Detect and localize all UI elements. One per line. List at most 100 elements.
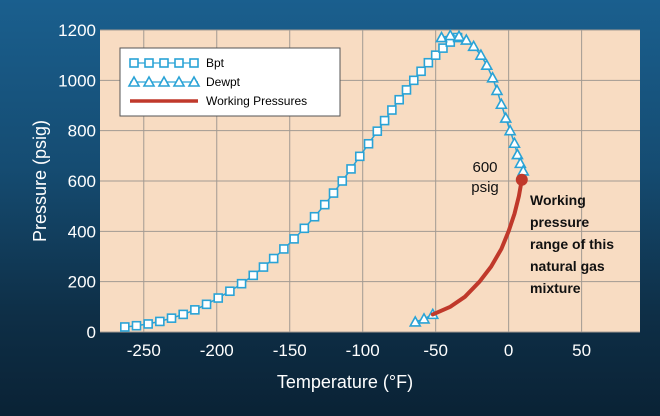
legend-label: Working Pressures	[206, 94, 307, 108]
bpt-point	[131, 320, 142, 331]
y-tick-label: 600	[68, 172, 96, 191]
y-tick-label: 1200	[58, 21, 96, 40]
bpt-point	[401, 85, 412, 95]
dewpt-point	[157, 75, 171, 87]
legend-item: Bpt	[129, 56, 225, 70]
bpt-point	[438, 43, 448, 53]
working-range-note-line: natural gas	[530, 258, 605, 274]
x-tick-label: -250	[127, 341, 161, 360]
dewpt-point	[490, 83, 504, 96]
bpt-point	[159, 58, 169, 68]
bpt-series	[120, 32, 463, 332]
bpt-point	[346, 164, 356, 174]
legend-label: Dewpt	[206, 75, 241, 89]
dewpt-point	[417, 312, 431, 324]
x-tick-label: -200	[200, 341, 234, 360]
bpt-point	[408, 75, 419, 86]
bpt-point	[309, 211, 320, 222]
y-tick-label: 800	[68, 122, 96, 141]
bpt-point	[423, 57, 434, 68]
working-range-note-line: Working	[530, 192, 586, 208]
y-tick-label: 0	[87, 323, 96, 342]
x-tick-label: -50	[423, 341, 448, 360]
working-range-note-line: range of this	[530, 236, 614, 252]
bpt-point	[190, 305, 200, 315]
bpt-point	[225, 286, 235, 297]
bpt-point	[213, 293, 224, 303]
dewpt-point	[474, 48, 488, 60]
dewpt-point	[499, 111, 513, 123]
x-tick-label: 50	[572, 341, 591, 360]
bpt-point	[416, 66, 426, 77]
working-range-note-line: mixture	[530, 280, 581, 296]
bpt-point	[189, 58, 199, 68]
pressure-unit-label: psig	[471, 179, 499, 196]
y-tick-label: 400	[68, 222, 96, 241]
bpt-point	[279, 244, 289, 254]
dewpt-point	[480, 58, 494, 71]
x-tick-label: -150	[273, 341, 307, 360]
working-range-note-line: pressure	[530, 214, 589, 230]
x-tick-label: -100	[346, 341, 380, 360]
y-axis-label: Pressure (psig)	[30, 120, 50, 242]
legend-item: Dewpt	[127, 75, 241, 89]
dewpt-point	[187, 75, 201, 87]
bpt-point	[363, 138, 374, 149]
dewpt-point	[452, 29, 466, 42]
bpt-point	[337, 176, 348, 186]
x-axis-label: Temperature (°F)	[277, 372, 413, 392]
bpt-point	[201, 299, 212, 310]
bpt-point	[319, 199, 330, 210]
annotations: 600 psig Working pressure range of this nat…	[471, 159, 614, 296]
dewpt-point	[142, 75, 156, 87]
dewpt-point	[486, 71, 499, 83]
bpt-point	[328, 188, 339, 198]
legend-item: Working Pressures	[130, 94, 307, 108]
working-pressure-line	[430, 177, 524, 317]
dewpt-point	[503, 124, 517, 136]
working-pressure-endpoint	[515, 173, 528, 186]
dewpt-point	[511, 147, 524, 160]
y-tick-label: 1000	[58, 71, 96, 90]
dewpt-point	[508, 136, 521, 149]
dewpt-point	[172, 75, 186, 87]
bpt-point	[236, 278, 247, 289]
bpt-point	[268, 253, 279, 264]
working-range-note: Working pressure range of this natural gas m…	[530, 192, 614, 296]
series-layer	[120, 28, 530, 332]
dewpt-point	[467, 39, 480, 52]
bpt-point	[178, 309, 188, 320]
legend: Bpt Dewpt Working Pressures	[119, 47, 341, 117]
x-axis-ticks: -250 -200 -150 -100 -50 0 50	[127, 341, 591, 360]
x-tick-label: 0	[504, 341, 513, 360]
y-axis-ticks: 0 200 400 600 800 1000 1200	[58, 21, 96, 342]
bpt-point	[299, 223, 310, 234]
bpt-point	[144, 58, 154, 68]
bpt-point	[174, 58, 184, 68]
bpt-point	[387, 105, 397, 115]
dewpt-point	[443, 28, 457, 41]
y-tick-label: 200	[68, 273, 96, 292]
bpt-point	[129, 58, 139, 68]
legend-label: Bpt	[206, 56, 225, 70]
bpt-point	[258, 262, 269, 272]
dewpt-point	[459, 33, 473, 45]
working-pressures-series	[430, 173, 528, 317]
bpt-point	[248, 270, 259, 281]
bpt-point	[430, 50, 441, 60]
bpt-point	[289, 234, 299, 244]
bpt-point	[354, 151, 365, 162]
bpt-point	[120, 322, 130, 332]
bpt-point	[394, 94, 404, 105]
dewpt-point	[494, 97, 508, 110]
bpt-point	[166, 313, 177, 323]
bpt-point	[379, 115, 390, 126]
bpt-point	[155, 316, 165, 327]
dewpt-point	[127, 75, 141, 87]
bpt-point	[372, 126, 383, 136]
dewpt-point	[435, 30, 448, 43]
pressure-value-label: 600	[472, 159, 497, 176]
bpt-point	[143, 319, 153, 329]
